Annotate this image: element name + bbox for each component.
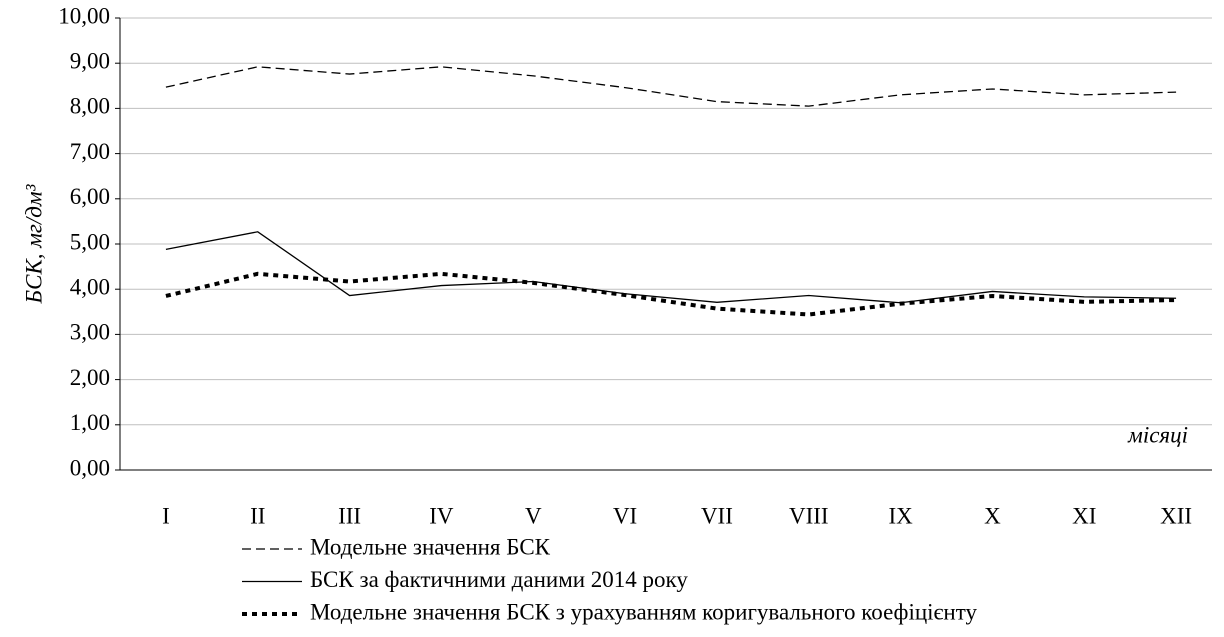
x-tick-label: VIII: [789, 503, 829, 528]
y-tick-label: 6,00: [70, 184, 110, 209]
x-tick-label: X: [984, 503, 1001, 528]
x-tick-label: I: [162, 503, 170, 528]
x-tick-label: XII: [1160, 503, 1192, 528]
x-tick-label: VI: [613, 503, 637, 528]
y-tick-label: 5,00: [70, 229, 110, 254]
x-tick-label: IV: [429, 503, 454, 528]
x-tick-label: II: [250, 503, 265, 528]
annotation: місяці: [1127, 422, 1188, 447]
series-line: [165, 231, 1177, 304]
y-tick-label: 8,00: [70, 94, 110, 119]
y-axis-label: БСК, мг/дм³: [21, 183, 46, 304]
x-tick-label: V: [525, 503, 542, 528]
x-tick-label: XI: [1072, 503, 1096, 528]
x-tick-label: VII: [701, 503, 733, 528]
x-tick-label: IX: [888, 503, 913, 528]
x-tick-label: III: [338, 503, 361, 528]
y-tick-label: 10,00: [58, 3, 110, 28]
legend-label: Модельне значення БСК з урахуванням кори…: [310, 599, 977, 624]
y-tick-label: 9,00: [70, 48, 110, 73]
y-tick-label: 7,00: [70, 139, 110, 164]
y-tick-label: 3,00: [70, 320, 110, 345]
legend-label: БСК за фактичними даними 2014 року: [310, 567, 688, 592]
y-tick-label: 0,00: [70, 455, 110, 480]
legend-label: Модельне значення БСК: [310, 534, 551, 559]
y-tick-label: 2,00: [70, 365, 110, 390]
series-line: [165, 66, 1177, 107]
y-tick-label: 1,00: [70, 410, 110, 435]
y-tick-label: 4,00: [70, 274, 110, 299]
series-line: [165, 271, 1177, 317]
